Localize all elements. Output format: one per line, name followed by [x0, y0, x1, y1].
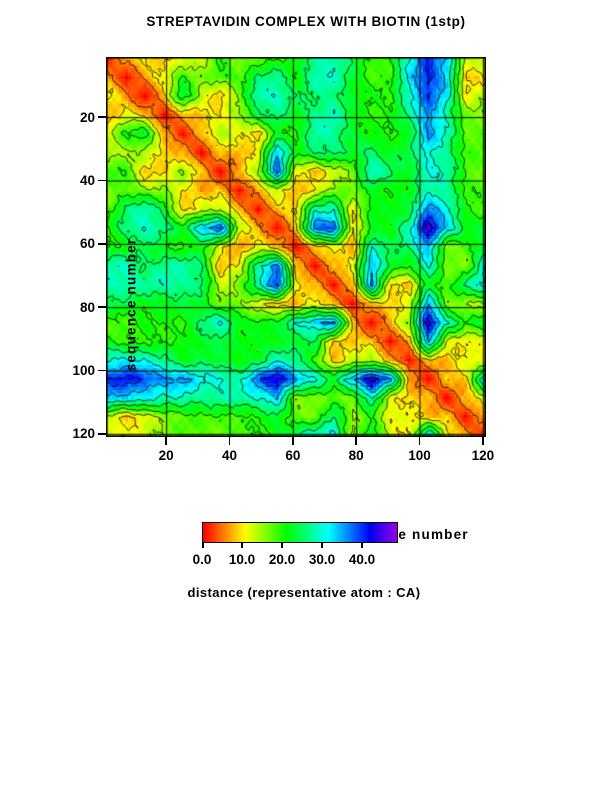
y-tick-label: 40 — [79, 173, 95, 188]
y-tick-mark — [98, 179, 106, 182]
x-tick-mark — [165, 437, 167, 445]
colorbar-tick-mark — [321, 543, 323, 548]
colorbar-tick-mark — [361, 543, 363, 548]
x-tick-label: 60 — [285, 448, 301, 463]
x-tick-mark — [355, 437, 357, 445]
colorbar-tick-label: 10.0 — [228, 552, 256, 567]
y-tick-mark — [98, 116, 106, 118]
colorbar-tick-label: 0.0 — [192, 552, 212, 567]
y-tick-mark — [98, 369, 106, 372]
x-tick-label: 40 — [221, 448, 238, 463]
y-tick-label: 60 — [79, 236, 95, 252]
y-tick-mark — [98, 433, 106, 435]
x-tick-label: 100 — [408, 448, 431, 463]
x-tick-mark — [292, 437, 294, 445]
y-tick-mark — [98, 306, 106, 308]
colorbar-tick-label: 40.0 — [348, 552, 376, 567]
x-tick-label: 20 — [158, 448, 174, 463]
x-tick-mark — [482, 437, 484, 445]
colorbar-tick-mark — [241, 543, 243, 548]
colorbar-tick-label: 20.0 — [268, 552, 296, 567]
y-tick-label: 80 — [79, 299, 95, 315]
contour-grid-canvas — [106, 57, 486, 437]
x-tick-mark — [228, 437, 231, 445]
x-tick-mark — [418, 437, 421, 445]
distance-matrix-plot: sequence number sequence number 20 20 40 40… — [72, 57, 494, 542]
colorbar-tick-mark — [202, 543, 204, 548]
y-axis-label: sequence number — [123, 237, 139, 372]
y-tick-label: 20 — [79, 109, 95, 125]
colorbar: 0.0 10.0 20.0 30.0 40.0 — [193, 522, 398, 567]
x-tick-label: 120 — [471, 448, 495, 463]
y-tick-mark — [98, 243, 106, 245]
plot-title: STREPTAVIDIN COMPLEX WITH BIOTIN (1stp) — [146, 14, 466, 29]
colorbar-tick-label: 30.0 — [308, 552, 336, 567]
y-tick-label: 100 — [72, 363, 95, 378]
colorbar-caption: distance (representative atom : CA) — [187, 585, 421, 600]
colorbar-tick-mark — [281, 543, 283, 548]
colorbar-gradient-canvas — [202, 522, 398, 543]
y-tick-label: 120 — [72, 426, 95, 442]
x-tick-label: 80 — [348, 448, 364, 463]
